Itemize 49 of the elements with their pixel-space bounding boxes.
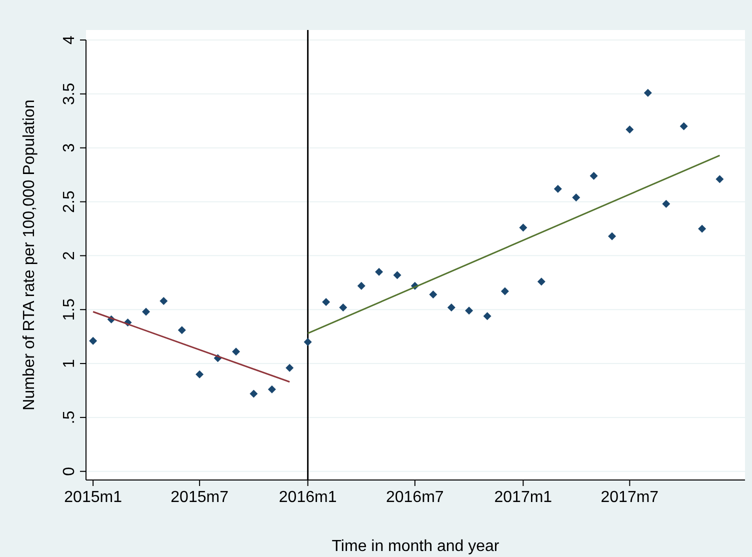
x-axis-title: Time in month and year [332, 538, 500, 555]
point [232, 348, 240, 356]
point [590, 172, 598, 180]
x-tick-label: 2016m7 [386, 489, 444, 506]
y-tick-label: 1.5 [61, 298, 78, 321]
point [322, 298, 330, 306]
y-tick-label: 0 [61, 466, 78, 476]
point [572, 193, 580, 202]
point [662, 200, 670, 208]
point [626, 126, 634, 134]
point [89, 336, 98, 345]
point [250, 390, 258, 398]
y-tick-label: 2.5 [61, 190, 78, 213]
point [537, 278, 546, 286]
y-tick-label: 1 [61, 358, 78, 368]
x-tick-label: 2015m7 [170, 489, 229, 506]
point [483, 312, 492, 320]
point [680, 122, 688, 130]
point [447, 303, 456, 312]
x-tick-label: 2016m1 [278, 489, 337, 506]
y-axis-title: Number of RTA rate per 100,000 Population [21, 100, 38, 410]
point [196, 370, 204, 378]
point [465, 306, 474, 315]
y-tick-label: 3 [61, 143, 78, 152]
point [160, 296, 168, 305]
x-tick-label: 2017m7 [600, 489, 659, 506]
point [304, 338, 312, 346]
point [339, 303, 348, 312]
point [608, 232, 616, 240]
point [554, 184, 562, 193]
y-tick-label: 4 [61, 35, 78, 44]
y-tick-label: 3.5 [61, 82, 78, 106]
point [178, 326, 186, 334]
point [500, 287, 509, 296]
x-tick-label: 2015m1 [64, 489, 122, 506]
point [393, 271, 402, 280]
x-tick-label: 2017m1 [494, 489, 552, 506]
point [429, 290, 438, 299]
point [142, 308, 150, 316]
point [698, 224, 706, 233]
point [286, 364, 294, 372]
point [716, 175, 724, 184]
point [644, 88, 652, 97]
point [375, 268, 384, 276]
y-tick-label: 2 [61, 251, 78, 260]
point [519, 224, 528, 232]
y-tick-label: .5 [61, 410, 78, 424]
point [357, 282, 366, 290]
point [268, 385, 276, 394]
